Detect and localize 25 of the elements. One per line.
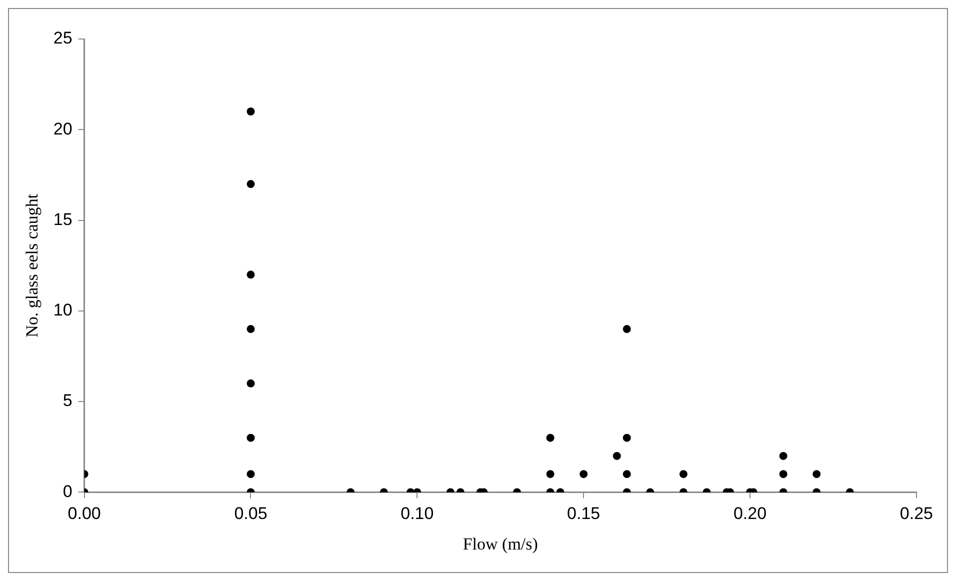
y-tick-label: 15 [53,210,72,229]
y-axis-title: No. glass eels caught [22,194,42,338]
point [246,270,255,279]
y-tick-label: 0 [62,482,72,501]
point [246,379,255,388]
x-tick-label: 0.10 [400,504,434,524]
x-tick-label: 0.25 [900,504,934,524]
point [779,452,788,460]
point [546,434,554,442]
x-axis-title: Flow (m/s) [462,534,538,554]
point [246,325,255,334]
y-tick-label: 5 [62,391,72,410]
y-tick-label: 20 [53,119,72,138]
point [246,434,255,442]
point [622,434,631,442]
x-tick-label: 0.15 [567,504,600,524]
y-tick-label: 10 [53,300,72,320]
point [246,108,255,116]
x-tick-label: 0.00 [68,504,101,524]
point [246,180,255,188]
x-tick-label: 0.20 [733,504,767,524]
point [622,325,631,334]
y-tick-label: 25 [53,28,72,48]
x-tick-label: 0.05 [234,504,268,524]
point [612,452,621,460]
